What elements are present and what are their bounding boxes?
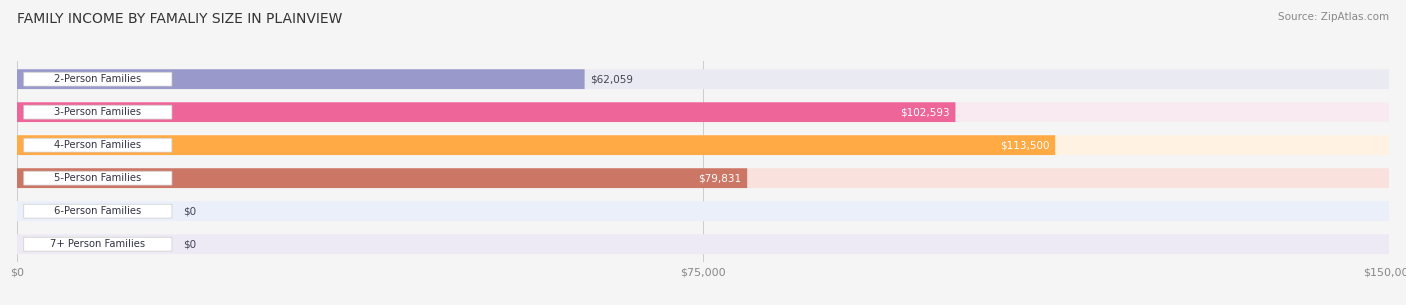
FancyBboxPatch shape: [17, 102, 1389, 122]
FancyBboxPatch shape: [24, 138, 172, 152]
Text: $0: $0: [183, 239, 195, 249]
FancyBboxPatch shape: [17, 102, 956, 122]
FancyBboxPatch shape: [24, 72, 172, 86]
FancyBboxPatch shape: [17, 168, 747, 188]
FancyBboxPatch shape: [17, 135, 1056, 155]
FancyBboxPatch shape: [24, 105, 172, 119]
Text: $102,593: $102,593: [900, 107, 950, 117]
FancyBboxPatch shape: [17, 234, 1389, 254]
Text: $62,059: $62,059: [591, 74, 633, 84]
Text: 6-Person Families: 6-Person Families: [55, 206, 142, 216]
Text: $0: $0: [183, 206, 195, 216]
FancyBboxPatch shape: [24, 237, 172, 251]
FancyBboxPatch shape: [17, 69, 585, 89]
Text: 2-Person Families: 2-Person Families: [55, 74, 142, 84]
Text: Source: ZipAtlas.com: Source: ZipAtlas.com: [1278, 12, 1389, 22]
FancyBboxPatch shape: [17, 168, 1389, 188]
FancyBboxPatch shape: [17, 69, 1389, 89]
FancyBboxPatch shape: [24, 171, 172, 185]
Text: 5-Person Families: 5-Person Families: [55, 173, 142, 183]
Text: 7+ Person Families: 7+ Person Families: [51, 239, 145, 249]
FancyBboxPatch shape: [24, 204, 172, 218]
Text: $79,831: $79,831: [699, 173, 742, 183]
Text: FAMILY INCOME BY FAMALIY SIZE IN PLAINVIEW: FAMILY INCOME BY FAMALIY SIZE IN PLAINVI…: [17, 12, 342, 26]
Text: 3-Person Families: 3-Person Families: [55, 107, 142, 117]
FancyBboxPatch shape: [17, 201, 1389, 221]
FancyBboxPatch shape: [17, 135, 1389, 155]
Text: $113,500: $113,500: [1000, 140, 1050, 150]
Text: 4-Person Families: 4-Person Families: [55, 140, 142, 150]
